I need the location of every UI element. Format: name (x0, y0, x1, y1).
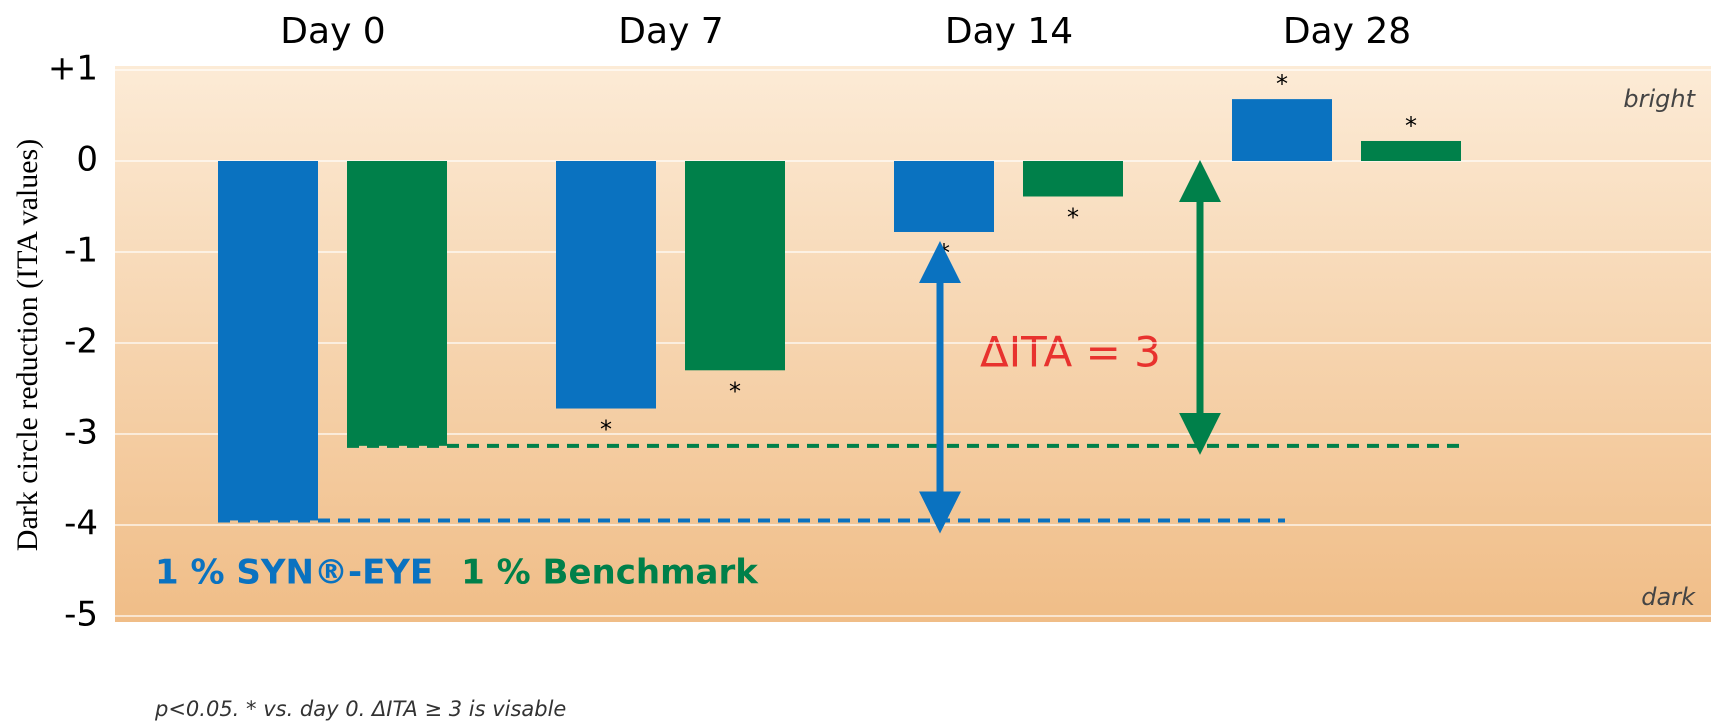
significance-mark: * (729, 377, 741, 405)
x-category-label: Day 14 (945, 11, 1073, 52)
bar (1232, 99, 1332, 161)
y-tick-label: 0 (76, 140, 98, 180)
y-tick-label: -4 (64, 504, 98, 544)
x-category-label: Day 7 (618, 11, 723, 52)
legend-entry: 1 % SYN®-EYE (155, 553, 433, 593)
footnote: p<0.05. * vs. day 0. ΔITA ≥ 3 is visable (154, 697, 566, 721)
significance-mark: * (1067, 203, 1079, 231)
bar (1361, 140, 1461, 161)
bar (347, 161, 447, 446)
significance-mark: * (1276, 70, 1288, 98)
bar (218, 161, 318, 521)
significance-mark: * (1405, 112, 1417, 140)
bar (894, 161, 994, 232)
x-category-label: Day 0 (280, 11, 385, 52)
y-tick-label: -1 (64, 231, 98, 271)
y-tick-label: -3 (64, 413, 98, 453)
y-tick-label: +1 (48, 49, 98, 89)
y-axis-label: Dark circle reduction (ITA values) (11, 139, 44, 551)
y-tick-label: -5 (64, 595, 98, 635)
bar (685, 161, 785, 371)
delta-label: ΔITA = 3 (980, 328, 1161, 377)
bar (1023, 161, 1123, 197)
bottom-note: dark (1641, 583, 1696, 611)
top-note: bright (1623, 85, 1696, 113)
significance-mark: * (600, 416, 612, 444)
bar (556, 161, 656, 409)
legend-entry: 1 % Benchmark (461, 553, 759, 593)
x-category-label: Day 28 (1283, 11, 1411, 52)
y-tick-label: -2 (64, 322, 98, 362)
